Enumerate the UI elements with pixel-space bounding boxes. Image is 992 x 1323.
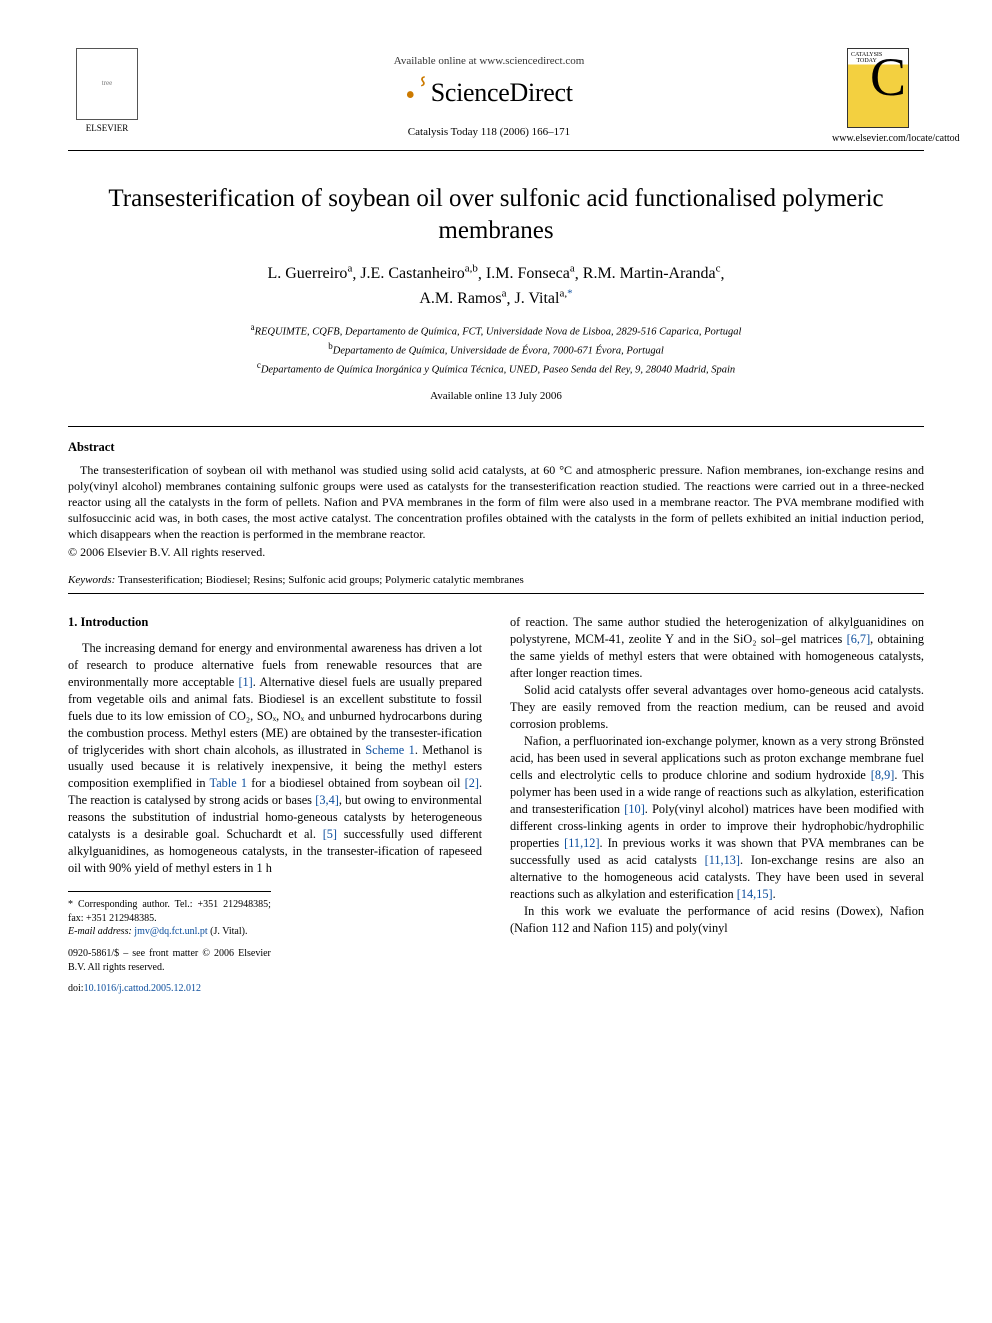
affiliation: cDepartamento de Química Inorgánica y Qu… bbox=[68, 359, 924, 378]
body-paragraph: of reaction. The same author studied the… bbox=[510, 614, 924, 682]
author: J. Vitala,* bbox=[515, 290, 573, 307]
article-title: Transesterification of soybean oil over … bbox=[98, 183, 894, 247]
ref-link[interactable]: [11,12] bbox=[564, 836, 599, 850]
journal-reference: Catalysis Today 118 (2006) 166–171 bbox=[146, 125, 832, 140]
author: I.M. Fonsecaa bbox=[486, 265, 575, 282]
front-matter-line: 0920-5861/$ – see front matter © 2006 El… bbox=[68, 947, 271, 975]
doi-label: doi: bbox=[68, 983, 84, 994]
abstract-heading: Abstract bbox=[68, 439, 924, 456]
locate-url: www.elsevier.com/locate/cattod bbox=[832, 132, 924, 146]
elsevier-label: ELSEVIER bbox=[68, 122, 146, 134]
affiliations-block: aREQUIMTE, CQFB, Departamento de Química… bbox=[68, 321, 924, 377]
ref-link[interactable]: [3,4] bbox=[315, 793, 339, 807]
header-rule bbox=[68, 150, 924, 151]
sciencedirect-block: Available online at www.sciencedirect.co… bbox=[146, 48, 832, 139]
ref-link[interactable]: [6,7] bbox=[847, 632, 871, 646]
corresponding-footnote: * Corresponding author. Tel.: +351 21294… bbox=[68, 891, 271, 939]
email-paren: (J. Vital). bbox=[208, 926, 248, 937]
author: R.M. Martin-Arandac bbox=[583, 265, 721, 282]
journal-header: tree ELSEVIER Available online at www.sc… bbox=[68, 48, 924, 146]
abstract-top-rule bbox=[68, 426, 924, 427]
abstract-bottom-rule bbox=[68, 593, 924, 594]
body-paragraph: Solid acid catalysts offer several advan… bbox=[510, 682, 924, 733]
author: L. Guerreiroa bbox=[267, 265, 352, 282]
scheme-link[interactable]: Scheme 1 bbox=[365, 743, 414, 757]
body-columns: 1. Introduction The increasing demand fo… bbox=[68, 614, 924, 996]
body-paragraph: The increasing demand for energy and env… bbox=[68, 640, 482, 878]
available-online-date: Available online 13 July 2006 bbox=[68, 389, 924, 404]
keywords-text: Transesterification; Biodiesel; Resins; … bbox=[118, 574, 524, 586]
keywords-label: Keywords: bbox=[68, 574, 115, 586]
ref-link[interactable]: [5] bbox=[323, 827, 337, 841]
right-column: of reaction. The same author studied the… bbox=[510, 614, 924, 996]
ref-link[interactable]: [1] bbox=[238, 675, 252, 689]
ref-link[interactable]: [11,13] bbox=[705, 853, 740, 867]
email-label: E-mail address: bbox=[68, 926, 132, 937]
sciencedirect-logo: •ⸯScienceDirect bbox=[146, 75, 832, 115]
ref-link[interactable]: [14,15] bbox=[737, 887, 773, 901]
email-link[interactable]: jmv@dq.fct.unl.pt bbox=[134, 926, 207, 937]
sciencedirect-word: ScienceDirect bbox=[431, 78, 573, 107]
available-online-text: Available online at www.sciencedirect.co… bbox=[146, 54, 832, 69]
keywords-line: Keywords: Transesterification; Biodiesel… bbox=[68, 573, 924, 588]
sd-swoosh-icon: •ⸯ bbox=[405, 80, 430, 111]
body-paragraph: Nafion, a perfluorinated ion-exchange po… bbox=[510, 733, 924, 903]
author: J.E. Castanheiroa,b bbox=[360, 265, 478, 282]
affiliation: bDepartamento de Química, Universidade d… bbox=[68, 340, 924, 359]
ref-link[interactable]: [2] bbox=[465, 776, 479, 790]
section-heading: 1. Introduction bbox=[68, 614, 482, 631]
email-line: E-mail address: jmv@dq.fct.unl.pt (J. Vi… bbox=[68, 925, 271, 939]
doi-link[interactable]: 10.1016/j.cattod.2005.12.012 bbox=[84, 983, 202, 994]
left-column: 1. Introduction The increasing demand fo… bbox=[68, 614, 482, 996]
ref-link[interactable]: [10] bbox=[624, 802, 645, 816]
corr-author-note: * Corresponding author. Tel.: +351 21294… bbox=[68, 898, 271, 925]
cover-big-c-icon: C bbox=[870, 59, 906, 97]
ref-link[interactable]: [8,9] bbox=[871, 768, 895, 782]
copyright-line: © 2006 Elsevier B.V. All rights reserved… bbox=[68, 544, 924, 560]
doi-line: doi:10.1016/j.cattod.2005.12.012 bbox=[68, 982, 271, 996]
table-link[interactable]: Table 1 bbox=[210, 776, 248, 790]
abstract-text: The transesterification of soybean oil w… bbox=[68, 462, 924, 542]
body-paragraph: In this work we evaluate the performance… bbox=[510, 903, 924, 937]
affiliation: aREQUIMTE, CQFB, Departamento de Química… bbox=[68, 321, 924, 340]
corresponding-mark: * bbox=[567, 288, 573, 300]
elsevier-logo: tree ELSEVIER bbox=[68, 48, 146, 134]
cover-thumbnail: CATALYSISTODAY C bbox=[847, 48, 909, 128]
author: A.M. Ramosa bbox=[419, 290, 506, 307]
elsevier-tree-icon: tree bbox=[76, 48, 138, 120]
journal-cover: CATALYSISTODAY C www.elsevier.com/locate… bbox=[832, 48, 924, 146]
authors-block: L. Guerreiroa, J.E. Castanheiroa,b, I.M.… bbox=[68, 261, 924, 312]
